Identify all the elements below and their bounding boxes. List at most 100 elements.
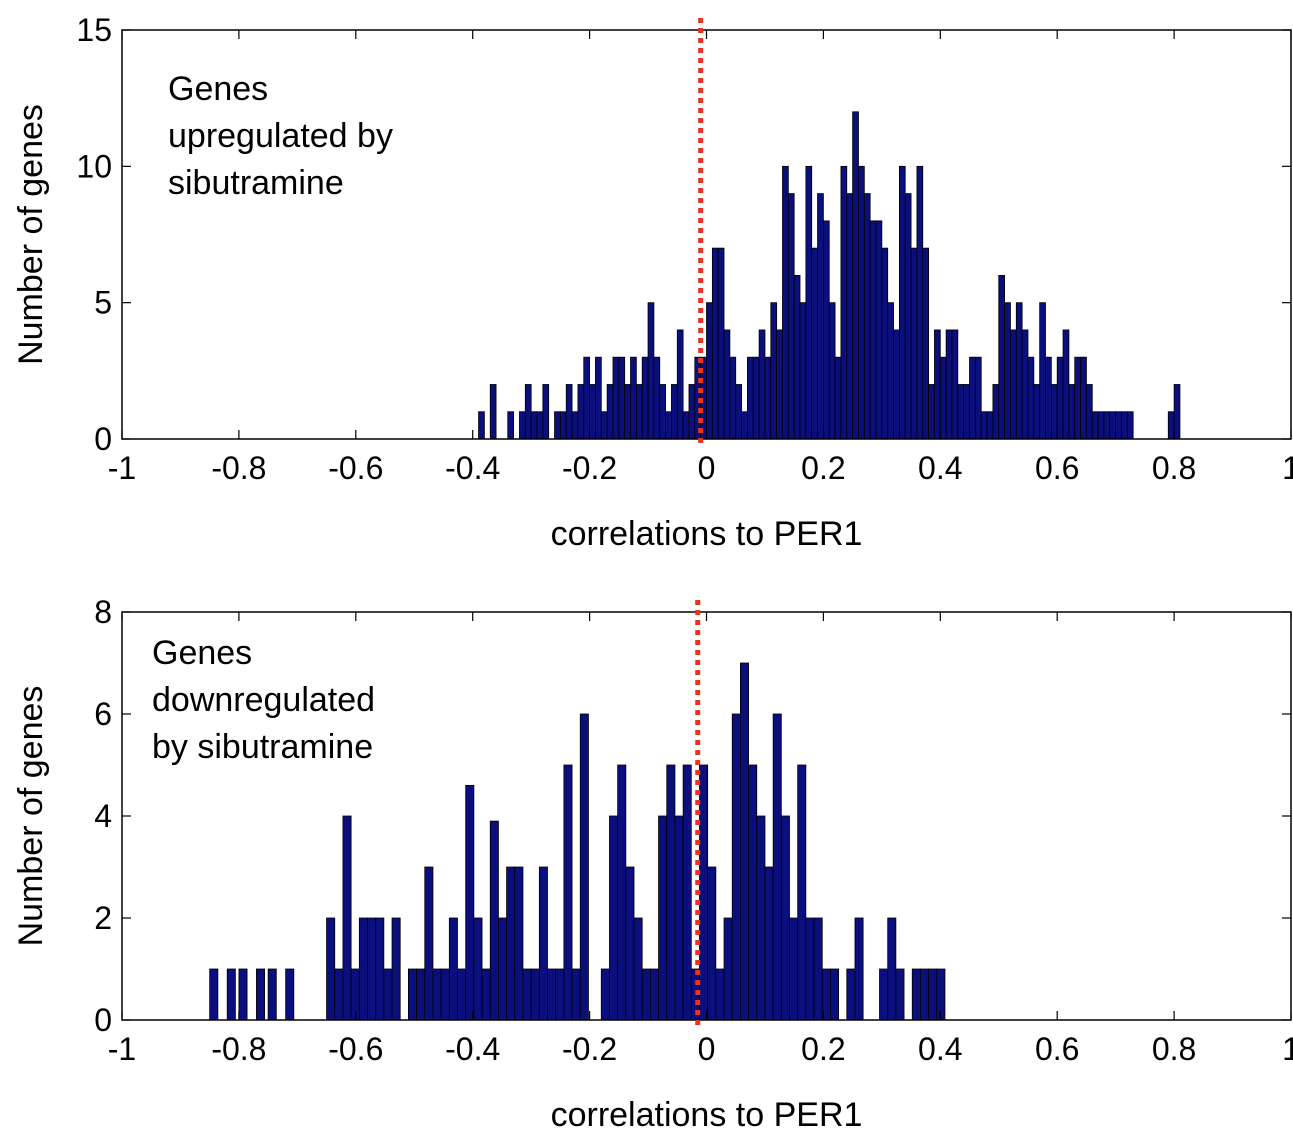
histogram-bar — [571, 968, 581, 1021]
histogram-bar — [375, 917, 385, 1021]
histogram-bar — [1062, 329, 1070, 440]
histogram-bar — [752, 356, 760, 440]
histogram-bar — [606, 384, 614, 440]
histogram-bar — [920, 968, 930, 1021]
histogram-bar — [565, 384, 573, 440]
histogram-bar — [256, 968, 266, 1021]
histogram-bar — [633, 917, 643, 1021]
histogram-bar — [782, 165, 789, 440]
histogram-bar — [465, 785, 475, 1021]
histogram-bar — [980, 411, 988, 440]
x-tick-label: -1 — [108, 450, 136, 486]
histogram-bar — [707, 866, 717, 1021]
histogram-bar — [555, 968, 565, 1021]
histogram-bar — [854, 917, 864, 1021]
histogram-bar — [969, 356, 976, 440]
histogram-bar — [813, 917, 823, 1021]
histogram-bar — [440, 968, 450, 1021]
histogram-bar — [682, 411, 690, 440]
histogram-bar — [498, 917, 508, 1021]
histogram-bar — [740, 662, 749, 1021]
histogram-bar — [1039, 302, 1046, 440]
histogram-bar — [1109, 411, 1117, 440]
histogram-bar — [432, 968, 442, 1021]
histogram-bar — [530, 411, 538, 440]
histogram-bar — [226, 968, 236, 1021]
histogram-bar — [863, 193, 871, 440]
histogram-bar — [723, 917, 733, 1021]
histogram-bar — [522, 968, 532, 1021]
annotation-text: Genes downregulated by sibutramine — [152, 634, 385, 766]
histogram-bar — [507, 411, 515, 440]
histogram-bar — [998, 274, 1005, 440]
histogram-bar — [1097, 411, 1105, 440]
histogram-bar — [756, 815, 766, 1021]
histogram-bar — [583, 356, 590, 440]
histogram-bar — [741, 411, 748, 440]
histogram-bar — [536, 411, 544, 440]
histogram-bar — [846, 193, 854, 440]
histogram-bar — [1091, 411, 1099, 440]
histogram-bar — [992, 384, 1000, 440]
histogram-bar — [934, 329, 941, 440]
y-tick-label: 10 — [76, 148, 112, 184]
histogram-bar — [630, 356, 637, 440]
histogram-bar — [957, 384, 965, 440]
histogram-bar — [875, 220, 883, 440]
histogram-bar — [1027, 356, 1035, 440]
histogram-bar — [793, 274, 801, 440]
histogram-bar — [887, 917, 897, 1021]
x-tick-label: 1 — [1282, 1031, 1293, 1067]
histogram-bar — [916, 165, 924, 440]
x-tick-label: 0.4 — [918, 1031, 962, 1067]
annotation-line: upregulated by — [168, 117, 393, 155]
histogram-bar — [715, 968, 725, 1021]
histogram-bar — [1068, 384, 1076, 440]
histogram-bar — [671, 384, 678, 440]
x-axis-label: correlations to PER1 — [551, 515, 863, 553]
histogram-bar — [424, 866, 434, 1021]
histogram-bar — [1056, 356, 1064, 440]
histogram-bar — [577, 384, 585, 440]
histogram-bar — [367, 917, 377, 1021]
histogram-bar — [928, 968, 938, 1021]
histogram-bar — [600, 411, 608, 440]
histogram-bar — [624, 384, 631, 440]
histogram-bar — [547, 968, 557, 1021]
histogram-bar — [478, 411, 485, 440]
histogram-bar — [711, 247, 719, 440]
histogram-bar — [612, 356, 620, 440]
histogram-bar — [676, 329, 684, 440]
histogram-bar — [658, 815, 668, 1021]
histogram-bar — [1115, 411, 1122, 440]
histogram-bar — [554, 411, 561, 440]
histogram-downregulated: -1 -0.8 -0.6 -0.4 -0.2 0 0.2 0.4 0.6 0.8 1 0 2 4 6 8 Ge… — [12, 594, 1293, 1129]
histogram-bar — [641, 968, 651, 1021]
histogram-bar — [682, 764, 692, 1021]
x-tick-label: 0.2 — [801, 1031, 845, 1067]
histogram-bar — [1103, 411, 1111, 440]
histogram-bar — [407, 968, 417, 1021]
histogram-bar — [879, 968, 889, 1021]
histogram-bar — [951, 329, 959, 440]
histogram-bar — [519, 411, 526, 440]
histogram-bar — [735, 384, 742, 440]
y-tick-label: 8 — [94, 594, 112, 630]
histogram-bar — [457, 968, 467, 1021]
histogram-bar — [1045, 356, 1052, 440]
histogram-bar — [911, 968, 921, 1021]
histogram-bar — [1074, 356, 1081, 440]
x-tick-label: -0.4 — [445, 1031, 500, 1067]
histogram-bar — [828, 302, 836, 440]
histogram-bar — [723, 329, 731, 440]
y-tick-label: 0 — [94, 421, 112, 457]
histogram-bar — [1167, 411, 1175, 440]
histogram-bar — [647, 302, 655, 440]
histogram-bar — [789, 917, 799, 1021]
histogram-bar — [666, 764, 676, 1021]
histogram-bar — [910, 247, 918, 440]
histogram-bar — [939, 356, 947, 440]
y-tick-label: 2 — [94, 900, 112, 936]
x-tick-label: 0 — [698, 1031, 716, 1067]
histogram-bar — [489, 820, 499, 1021]
